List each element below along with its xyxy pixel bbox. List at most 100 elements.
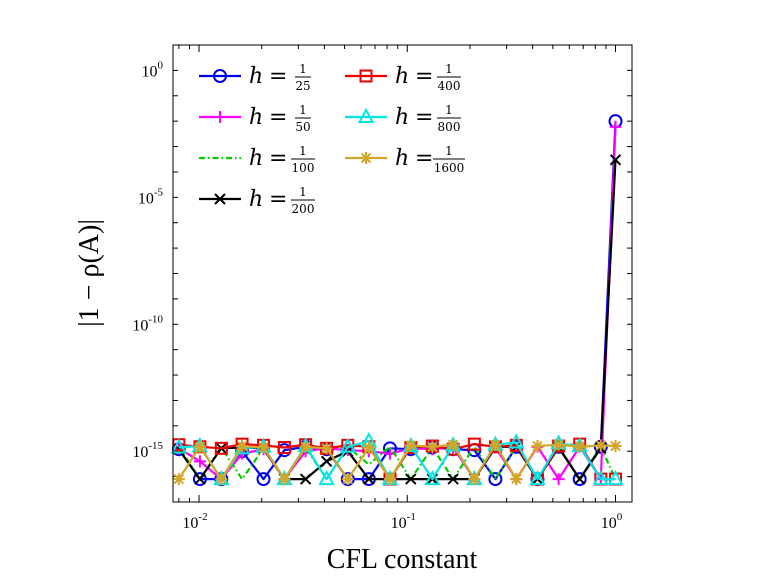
data-point bbox=[320, 455, 333, 468]
data-point bbox=[573, 473, 586, 485]
legend-label: h bbox=[249, 146, 263, 171]
legend-numerator: 1 bbox=[445, 103, 453, 117]
data-point bbox=[236, 440, 249, 453]
legend-denominator: 400 bbox=[438, 79, 461, 93]
axes-box bbox=[172, 44, 633, 503]
data-point bbox=[318, 469, 335, 486]
data-point bbox=[510, 473, 523, 486]
legend-label: h bbox=[249, 105, 263, 130]
series-layer bbox=[170, 114, 624, 487]
y-tick-label: 10-15 bbox=[132, 440, 163, 461]
data-point bbox=[320, 442, 333, 455]
legend-item: h = 1 1600 bbox=[345, 144, 465, 175]
legend-item: h = 1 200 bbox=[199, 185, 315, 216]
data-point bbox=[607, 469, 624, 486]
legend-label: h bbox=[395, 105, 409, 130]
data-point bbox=[277, 441, 291, 455]
data-point bbox=[363, 473, 375, 485]
data-point bbox=[468, 473, 481, 486]
legend-denominator: 1600 bbox=[434, 161, 465, 175]
data-point bbox=[383, 473, 396, 486]
ticks-layer bbox=[173, 44, 632, 503]
legend-marker bbox=[357, 107, 375, 123]
data-point bbox=[405, 473, 417, 485]
data-point bbox=[214, 441, 228, 455]
legend-label: h bbox=[249, 64, 263, 89]
legend-numerator: 1 bbox=[299, 62, 307, 76]
series-6 bbox=[172, 438, 622, 486]
legend-equals: = bbox=[269, 187, 287, 212]
series-line bbox=[178, 126, 617, 481]
legend-item: h = 1 400 bbox=[345, 62, 461, 93]
y-axis-label: |1 − ρ(A)| bbox=[74, 219, 105, 327]
data-point bbox=[552, 438, 565, 451]
data-point bbox=[404, 439, 417, 452]
data-point bbox=[467, 437, 481, 451]
data-point bbox=[299, 440, 312, 453]
legend-denominator: 800 bbox=[438, 120, 461, 134]
y-tick-label: 10-10 bbox=[132, 313, 163, 334]
legend-marker bbox=[214, 193, 226, 205]
tick-label-layer: 10-2 10-1 100 10-15 10-10 10-5 100 bbox=[132, 59, 622, 532]
x-axis-label: CFL constant bbox=[327, 544, 478, 575]
data-point bbox=[257, 441, 270, 454]
legend-marker bbox=[213, 69, 227, 83]
data-point bbox=[278, 473, 291, 486]
legend-label: h bbox=[395, 64, 409, 89]
data-point bbox=[447, 473, 459, 485]
legend-equals: = bbox=[269, 146, 287, 171]
legend-numerator: 1 bbox=[299, 185, 307, 199]
data-point bbox=[170, 438, 188, 454]
data-point bbox=[299, 473, 312, 485]
legend-marker bbox=[214, 111, 226, 123]
data-point bbox=[339, 437, 356, 453]
data-point bbox=[592, 469, 609, 486]
data-point bbox=[529, 469, 546, 486]
legend-numerator: 1 bbox=[445, 144, 453, 158]
data-point bbox=[573, 440, 586, 453]
x-tick-label: 10-1 bbox=[391, 511, 416, 532]
legend-item: h = 1 100 bbox=[199, 144, 315, 175]
legend-numerator: 1 bbox=[445, 62, 453, 76]
series-line bbox=[177, 159, 617, 481]
data-point bbox=[447, 438, 460, 451]
legend-label: h bbox=[249, 187, 263, 212]
data-point bbox=[424, 469, 441, 486]
data-point bbox=[193, 455, 206, 468]
legend-equals: = bbox=[415, 64, 433, 89]
legend-label: h bbox=[395, 146, 409, 171]
x-tick-label: 10-2 bbox=[182, 511, 207, 532]
legend-numerator: 1 bbox=[299, 144, 307, 158]
y-tick-label: 100 bbox=[142, 59, 164, 80]
legend-marker bbox=[360, 152, 372, 164]
data-point bbox=[609, 120, 622, 133]
data-point bbox=[215, 473, 228, 486]
legend-equals: = bbox=[269, 105, 287, 130]
legend-equals: = bbox=[415, 105, 433, 130]
data-point bbox=[341, 473, 354, 486]
data-point bbox=[609, 440, 622, 453]
legend-denominator: 100 bbox=[292, 161, 315, 175]
data-point bbox=[192, 472, 207, 487]
series-line bbox=[177, 443, 616, 481]
data-point bbox=[426, 440, 439, 453]
legend-equals: = bbox=[415, 146, 433, 171]
legend-item: h = 1 800 bbox=[345, 103, 461, 134]
legend-equals: = bbox=[269, 64, 287, 89]
data-point bbox=[594, 439, 607, 452]
data-point bbox=[194, 473, 206, 485]
legend-marker bbox=[359, 69, 373, 83]
data-point bbox=[172, 473, 185, 486]
series-1 bbox=[172, 120, 622, 486]
legend-item: h = 1 50 bbox=[199, 103, 311, 134]
y-tick-label: 10-5 bbox=[138, 186, 164, 207]
data-point bbox=[531, 440, 544, 453]
data-point bbox=[572, 472, 587, 487]
data-point bbox=[193, 440, 206, 453]
x-tick-label: 100 bbox=[601, 511, 623, 532]
data-point bbox=[508, 433, 525, 449]
data-point bbox=[256, 472, 271, 487]
data-point bbox=[489, 438, 502, 451]
